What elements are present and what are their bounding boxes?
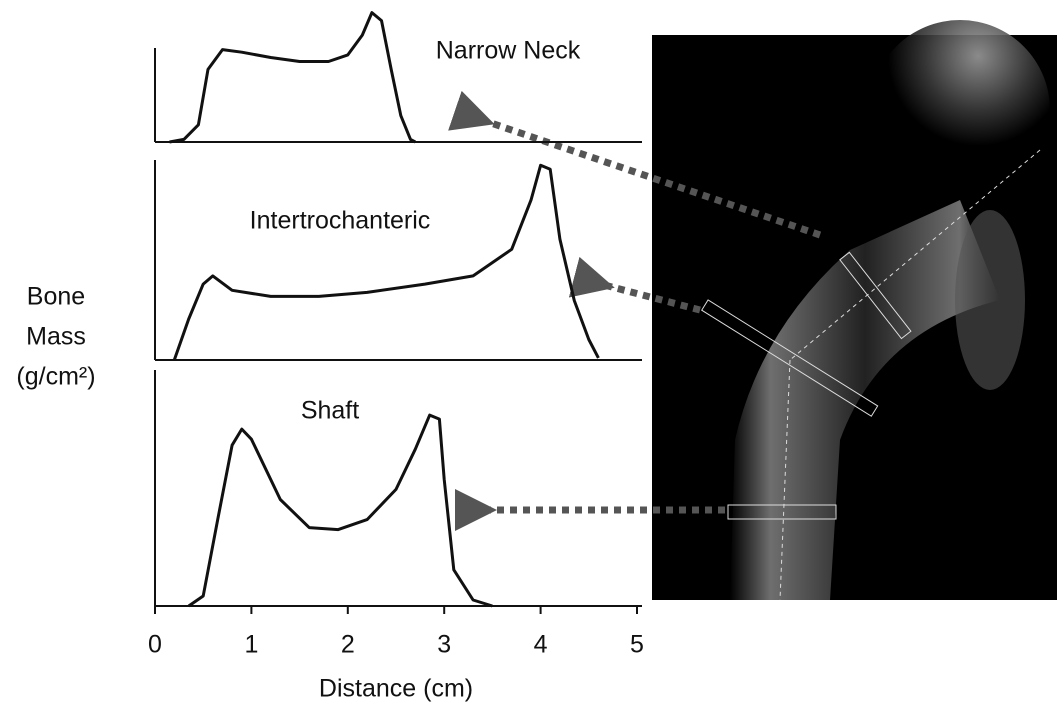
profile-line [170, 13, 416, 142]
x-tick-label: 5 [630, 631, 644, 659]
x-tick-label: 3 [437, 631, 451, 659]
x-tick-label: 2 [341, 631, 355, 659]
profile-line [174, 165, 598, 360]
x-tick-label: 0 [148, 631, 162, 659]
x-tick-label: 4 [534, 631, 548, 659]
y-axis-label: (g/cm²) [16, 363, 95, 391]
panel-title: Intertrochanteric [250, 207, 431, 235]
xray-image [652, 20, 1057, 600]
x-axis-label: Distance (cm) [319, 675, 473, 703]
figure: Narrow Neck Intertrochanteric Bone Mass (g/c… [0, 0, 1057, 721]
y-axis-label: Bone [27, 283, 85, 311]
y-axis-label: Mass [26, 323, 86, 351]
profile-line [189, 415, 493, 606]
panel-title: Shaft [301, 397, 359, 425]
panel-title: Narrow Neck [436, 37, 581, 65]
x-tick-label: 1 [244, 631, 258, 659]
